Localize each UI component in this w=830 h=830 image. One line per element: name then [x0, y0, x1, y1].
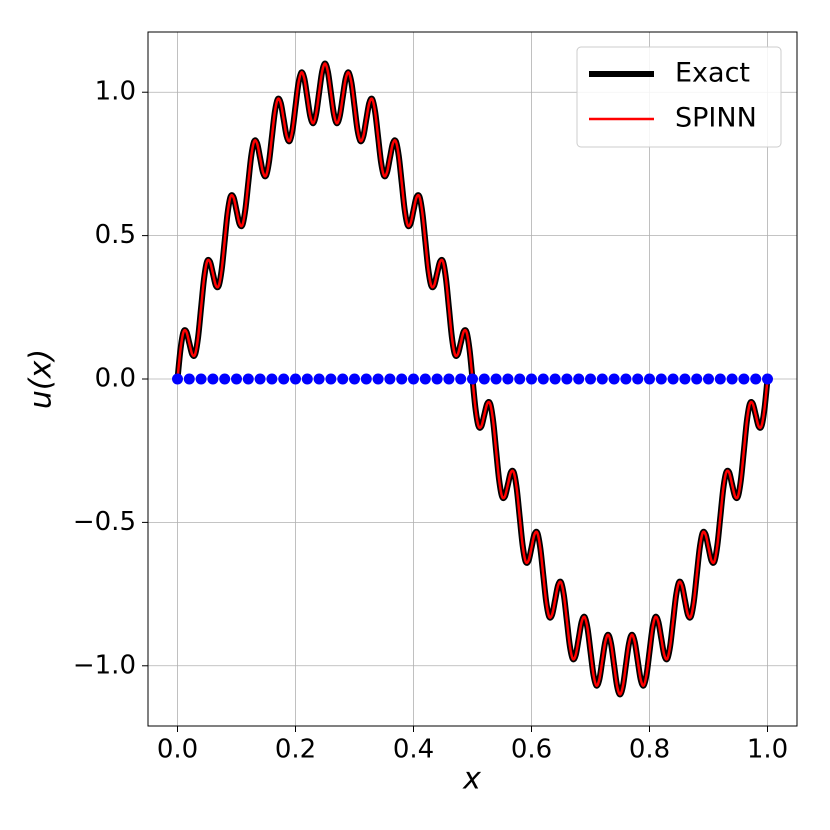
x-tick-label: 1.0	[747, 735, 788, 765]
data-point	[455, 373, 467, 385]
y-tick-label: 0.0	[95, 364, 136, 394]
x-tick-label: 0.2	[275, 735, 316, 765]
data-point	[325, 373, 337, 385]
data-point	[278, 373, 290, 385]
data-point	[667, 373, 679, 385]
data-point	[396, 373, 408, 385]
data-point	[467, 373, 478, 385]
data-point	[419, 373, 431, 385]
data-point	[431, 373, 443, 385]
data-point	[172, 373, 183, 385]
x-tick-label: 0.6	[511, 735, 552, 765]
data-point	[207, 373, 219, 385]
data-point	[750, 373, 762, 385]
data-point	[337, 373, 349, 385]
data-point	[632, 373, 644, 385]
data-point	[738, 373, 750, 385]
data-point	[290, 373, 301, 385]
legend-label: Exact	[675, 58, 750, 89]
data-point	[714, 373, 726, 385]
data-point	[384, 373, 396, 385]
data-point	[703, 373, 714, 385]
data-point	[526, 373, 537, 385]
data-point	[490, 373, 502, 385]
x-tick-label: 0.0	[157, 735, 198, 765]
data-point	[561, 373, 573, 385]
data-point	[408, 373, 419, 385]
legend-label: SPINN	[675, 103, 757, 134]
data-point	[549, 373, 561, 385]
x-tick-label: 0.8	[629, 735, 670, 765]
legend: Exact SPINN	[576, 46, 782, 148]
y-axis-label: u(x)	[24, 349, 59, 409]
data-point	[655, 373, 667, 385]
data-point	[242, 373, 254, 385]
y-tick-label: −1.0	[73, 650, 136, 680]
data-point	[514, 373, 526, 385]
data-point	[349, 373, 360, 385]
data-point	[537, 373, 549, 385]
data-point	[372, 373, 384, 385]
data-point	[644, 373, 655, 385]
data-point	[195, 373, 207, 385]
data-point	[231, 373, 242, 385]
data-point	[301, 373, 313, 385]
data-point	[608, 373, 620, 385]
data-point	[183, 373, 195, 385]
data-point	[502, 373, 514, 385]
data-point	[585, 373, 596, 385]
data-point	[478, 373, 490, 385]
data-point	[573, 373, 585, 385]
data-point	[443, 373, 455, 385]
data-point	[313, 373, 325, 385]
data-point	[596, 373, 608, 385]
x-axis-label: x	[462, 762, 481, 797]
data-point	[219, 373, 231, 385]
data-point	[691, 373, 703, 385]
y-tick-label: 1.0	[95, 77, 136, 107]
data-point	[726, 373, 738, 385]
plot-frame	[147, 31, 798, 727]
y-tick-label: 0.5	[95, 220, 136, 250]
data-point	[254, 373, 266, 385]
data-point	[266, 373, 278, 385]
data-point	[762, 373, 773, 385]
y-tick-label: −0.5	[73, 507, 136, 537]
data-point	[620, 373, 632, 385]
x-tick-label: 0.4	[393, 735, 434, 765]
data-point	[679, 373, 691, 385]
data-point	[360, 373, 372, 385]
